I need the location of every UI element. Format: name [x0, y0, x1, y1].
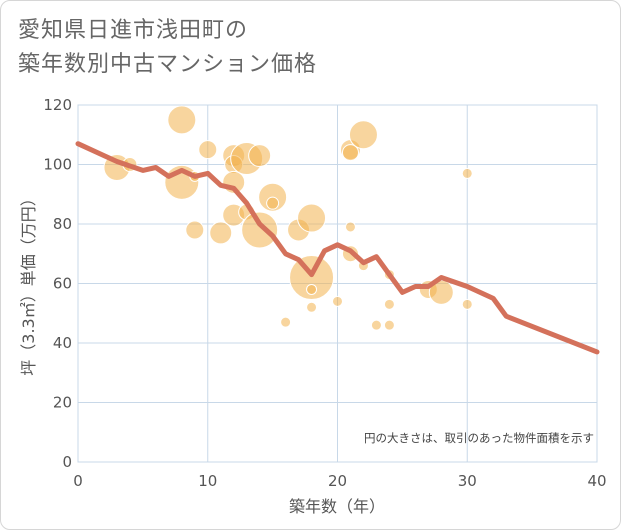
chart-title: 愛知県日進市浅田町の 築年数別中古マンション価格 — [18, 14, 317, 82]
bubble — [198, 140, 218, 160]
y-axis-label: 坪（3.3㎡）単価（万円） — [19, 190, 38, 375]
y-tick-label: 120 — [43, 96, 72, 114]
x-tick-label: 10 — [198, 472, 217, 490]
bubble — [306, 283, 318, 295]
trend-line-group — [75, 141, 600, 355]
bubble — [280, 316, 292, 328]
plot-area — [77, 104, 598, 463]
bubble — [461, 298, 473, 310]
trend-line — [75, 141, 600, 355]
chart-title-line1: 愛知県日進市浅田町の — [18, 18, 249, 43]
bubble — [348, 120, 378, 150]
bubble — [297, 203, 327, 233]
bubble — [383, 298, 395, 310]
ticks: 0 10 20 30 40 0 20 40 60 80 100 120 — [43, 96, 606, 490]
bubble — [306, 301, 318, 313]
bubble — [209, 221, 233, 245]
chart-title-line2: 築年数別中古マンション価格 — [18, 52, 318, 77]
bubble — [461, 167, 473, 179]
bubble — [332, 295, 343, 307]
bubble — [344, 221, 356, 233]
grid — [77, 104, 598, 463]
bubble — [266, 196, 280, 210]
bubbles — [103, 105, 473, 331]
y-tick-label: 20 — [53, 394, 72, 412]
y-tick-label: 0 — [62, 453, 72, 471]
bubble — [185, 220, 205, 240]
x-tick-label: 40 — [587, 472, 606, 490]
y-tick-label: 40 — [53, 334, 72, 352]
bubble — [383, 319, 395, 331]
bubble — [248, 144, 272, 168]
bubble — [341, 144, 359, 162]
size-note: 円の大きさは、取引のあった物件面積を示す — [364, 431, 594, 445]
x-tick-label: 30 — [458, 472, 477, 490]
y-tick-label: 100 — [43, 156, 72, 174]
y-tick-label: 80 — [53, 215, 72, 233]
bubble — [289, 255, 335, 301]
y-tick-label: 60 — [53, 275, 72, 293]
bubble — [370, 319, 382, 331]
x-tick-label: 0 — [73, 472, 83, 490]
bubble — [167, 105, 197, 135]
bubble — [241, 211, 279, 249]
x-axis-label: 築年数（年） — [289, 497, 385, 516]
x-tick-label: 20 — [328, 472, 347, 490]
